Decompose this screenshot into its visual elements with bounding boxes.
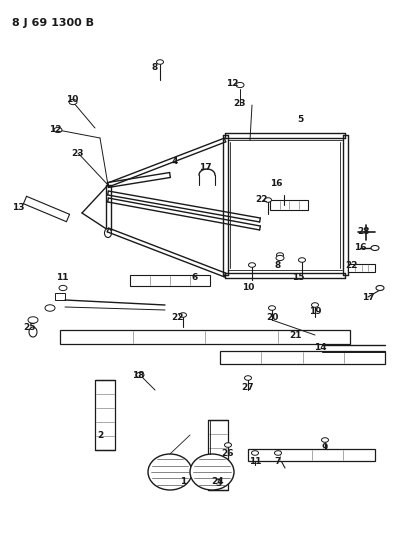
- Bar: [270, 200, 308, 210]
- Text: 18: 18: [132, 370, 144, 379]
- Text: 11: 11: [249, 457, 261, 466]
- Bar: [208, 420, 228, 490]
- Ellipse shape: [224, 443, 231, 447]
- Bar: [130, 274, 210, 286]
- Text: 15: 15: [292, 273, 304, 282]
- Bar: [95, 380, 115, 450]
- Text: 4: 4: [172, 157, 178, 166]
- Text: 25: 25: [24, 324, 36, 333]
- Text: 10: 10: [242, 284, 254, 293]
- Ellipse shape: [45, 305, 55, 311]
- Ellipse shape: [321, 438, 329, 442]
- Bar: [348, 264, 375, 272]
- Ellipse shape: [376, 286, 384, 290]
- Text: 11: 11: [56, 273, 68, 282]
- Bar: [248, 449, 375, 461]
- Text: 24: 24: [212, 478, 224, 487]
- Text: 13: 13: [12, 204, 24, 213]
- Text: 2: 2: [97, 431, 103, 440]
- Text: 22: 22: [256, 196, 268, 205]
- Text: 10: 10: [66, 95, 78, 104]
- Ellipse shape: [28, 317, 38, 323]
- Text: 21: 21: [289, 330, 301, 340]
- Text: 28: 28: [357, 228, 369, 237]
- Text: 16: 16: [270, 179, 282, 188]
- Bar: [55, 293, 65, 300]
- Bar: [60, 330, 350, 344]
- Text: 12: 12: [49, 125, 61, 134]
- Text: 7: 7: [275, 457, 281, 466]
- Text: 22: 22: [172, 313, 184, 322]
- Ellipse shape: [190, 454, 234, 490]
- Text: 6: 6: [192, 273, 198, 282]
- Ellipse shape: [371, 246, 379, 251]
- Text: 17: 17: [199, 164, 211, 173]
- Text: 27: 27: [242, 384, 254, 392]
- Ellipse shape: [248, 263, 255, 267]
- Text: 14: 14: [314, 343, 326, 352]
- Ellipse shape: [236, 83, 244, 87]
- Text: 8 J 69 1300 B: 8 J 69 1300 B: [12, 18, 94, 28]
- Ellipse shape: [180, 313, 187, 317]
- Ellipse shape: [54, 127, 62, 133]
- Text: 17: 17: [362, 294, 374, 303]
- Text: 23: 23: [72, 149, 84, 157]
- Ellipse shape: [69, 99, 77, 104]
- Text: 3: 3: [215, 479, 221, 488]
- Text: 16: 16: [354, 244, 366, 253]
- Text: 20: 20: [266, 313, 278, 322]
- Text: 12: 12: [226, 79, 238, 88]
- Ellipse shape: [276, 255, 284, 261]
- Text: 9: 9: [322, 443, 328, 453]
- Text: 19: 19: [309, 308, 321, 317]
- Ellipse shape: [264, 198, 272, 203]
- Ellipse shape: [312, 303, 318, 308]
- Ellipse shape: [299, 258, 305, 262]
- Ellipse shape: [268, 306, 275, 310]
- Text: 22: 22: [346, 261, 358, 270]
- Ellipse shape: [29, 327, 37, 337]
- Ellipse shape: [148, 454, 192, 490]
- Ellipse shape: [59, 285, 67, 290]
- Text: 5: 5: [297, 116, 303, 125]
- Text: 26: 26: [222, 448, 234, 457]
- Text: 23: 23: [234, 99, 246, 108]
- Ellipse shape: [252, 451, 259, 455]
- Ellipse shape: [156, 60, 163, 64]
- Ellipse shape: [277, 253, 283, 257]
- Ellipse shape: [136, 373, 144, 377]
- Text: 8: 8: [275, 261, 281, 270]
- Ellipse shape: [274, 451, 281, 455]
- Bar: [220, 351, 385, 364]
- Ellipse shape: [105, 229, 112, 238]
- Text: 1: 1: [180, 478, 186, 487]
- Ellipse shape: [244, 376, 252, 380]
- Text: 8: 8: [152, 63, 158, 72]
